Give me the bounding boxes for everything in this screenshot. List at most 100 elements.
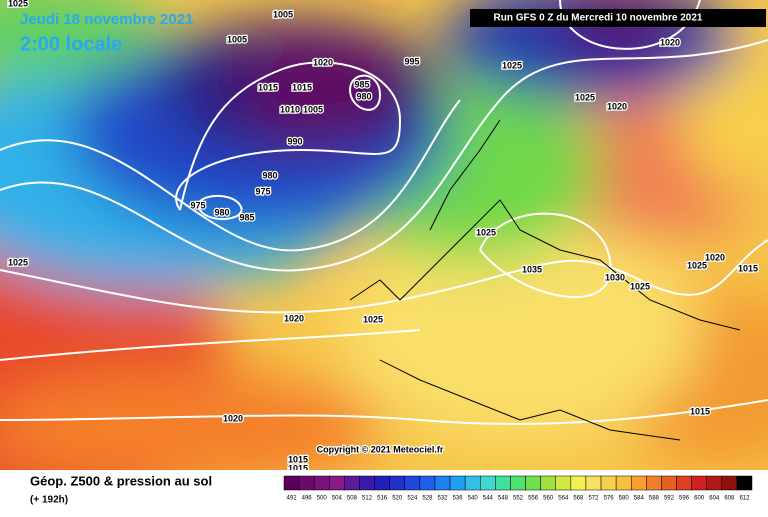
- isobar-label: 990: [287, 136, 302, 146]
- isobar-label: 1015: [738, 263, 758, 273]
- colorbar-swatch: [510, 475, 526, 491]
- colorbar-label: 596: [679, 496, 690, 502]
- isobar-label: 1015: [258, 82, 278, 92]
- isobar-label: 975: [255, 186, 270, 196]
- colorbar-swatch: [283, 475, 300, 491]
- colorbar-swatch: [313, 475, 330, 491]
- colorbar-swatch: [434, 475, 451, 491]
- isobar-label: 1020: [313, 57, 333, 67]
- colorbar-swatch: [646, 475, 662, 491]
- isobar-label: 1030: [605, 272, 625, 282]
- isobar-label: 1025: [687, 260, 707, 270]
- local-time: 2:00 locale: [20, 33, 122, 55]
- isobar-label: 1005: [273, 9, 293, 19]
- isobar-label: 975: [190, 200, 205, 210]
- colorbar-swatch: [298, 475, 315, 491]
- colorbar-label: 508: [347, 496, 358, 502]
- colorbar-label: 564: [558, 496, 569, 502]
- colorbar-label: 588: [649, 496, 660, 502]
- colorbar-swatch: [570, 475, 587, 491]
- colorbar-swatch: [721, 475, 738, 491]
- colorbar-swatch: [585, 475, 602, 491]
- isobar-label: 985: [239, 212, 254, 222]
- footer-title: Géop. Z500 & pression au sol: [30, 473, 212, 488]
- run-info: Run GFS 0 Z du Mercredi 10 novembre 2021: [494, 13, 703, 24]
- colorbar-label: 584: [634, 496, 645, 502]
- colorbar: 492 496 500 504 508 512 516 520 524 528 532 536 540 5…: [283, 475, 753, 502]
- colorbar-swatch: [540, 475, 556, 491]
- isobar-label: 1020: [705, 252, 725, 262]
- colorbar-label: 600: [694, 496, 705, 502]
- colorbar-label: 612: [739, 496, 750, 502]
- colorbar-label: 492: [287, 496, 298, 502]
- colorbar-label: 536: [453, 496, 464, 502]
- colorbar-label: 516: [377, 496, 388, 502]
- colorbar-swatch: [661, 475, 677, 491]
- colorbar-swatch: [630, 475, 647, 491]
- colorbar-swatch: [480, 475, 496, 491]
- isobar-label: 1020: [284, 313, 304, 323]
- colorbar-swatch: [495, 475, 511, 491]
- isobar-label: 985: [354, 79, 369, 89]
- colorbar-swatch: [615, 475, 632, 491]
- colorbar-swatch: [706, 475, 723, 491]
- isobar-label: 1025: [363, 314, 383, 324]
- isobar-label: 1010: [280, 104, 300, 114]
- colorbar-label: 552: [513, 496, 524, 502]
- colorbar-label: 532: [438, 496, 449, 502]
- isobar-label: 1005: [303, 104, 323, 114]
- colorbar-label: 544: [483, 496, 494, 502]
- colorbar-label: 560: [543, 496, 554, 502]
- isobar-label: 1025: [502, 60, 522, 70]
- colorbar-label: 568: [573, 496, 584, 502]
- isobars: [0, 0, 768, 425]
- colorbar-label: 608: [724, 496, 735, 502]
- run-box: [470, 9, 766, 27]
- colorbar-label: 548: [498, 496, 509, 502]
- isobar-label: 1005: [227, 34, 247, 44]
- isobar-label: 1025: [575, 92, 595, 102]
- isobar-label: 1025: [8, 257, 28, 267]
- colorbar-label: 572: [588, 496, 599, 502]
- colorbar-swatch: [419, 475, 436, 491]
- colorbar-swatch: [525, 475, 541, 491]
- isobar-label: 995: [404, 56, 419, 66]
- isobar-label: 1025: [630, 281, 650, 291]
- isobar-label: 1020: [223, 413, 243, 423]
- colorbar-swatch: [691, 475, 707, 491]
- colorbar-label: 512: [362, 496, 373, 502]
- isobar-label: 980: [356, 91, 371, 101]
- colorbar-label: 556: [528, 496, 539, 502]
- isobar-label: 1015: [292, 82, 312, 92]
- date: Jeudi 18 novembre 2021: [20, 11, 193, 28]
- colorbar-label: 592: [664, 496, 675, 502]
- colorbar-swatch: [374, 475, 390, 491]
- colorbar-label: 524: [407, 496, 418, 502]
- colorbar-label: 504: [332, 496, 343, 502]
- copyright: Copyright © 2021 Meteociel.fr: [317, 444, 444, 454]
- colorbar-label: 496: [302, 496, 313, 502]
- isobar-label: 1015: [288, 454, 308, 464]
- isobar-label: 1025: [476, 227, 496, 237]
- isobar-label: 980: [214, 207, 229, 217]
- colorbar-label: 500: [317, 496, 328, 502]
- colorbar-swatch: [344, 475, 360, 491]
- colorbar-label: 576: [604, 496, 615, 502]
- colorbar-swatch: [676, 475, 692, 491]
- colorbar-swatch: [329, 475, 345, 491]
- colorbar-label: 540: [468, 496, 479, 502]
- coastlines: [349, 119, 741, 441]
- colorbar-label: 604: [709, 496, 720, 502]
- colorbar-swatch: [389, 475, 406, 491]
- isobar-label: 1020: [660, 37, 680, 47]
- isobar-label: 1015: [690, 406, 710, 416]
- colorbar-swatch: [464, 475, 481, 491]
- isobar-label: 1025: [8, 0, 28, 8]
- colorbar-swatch: [600, 475, 617, 491]
- colorbar-swatch: [449, 475, 466, 491]
- isobar-label: 1020: [607, 101, 627, 111]
- colorbar-label: 528: [422, 496, 433, 502]
- colorbar-swatch: [736, 475, 753, 491]
